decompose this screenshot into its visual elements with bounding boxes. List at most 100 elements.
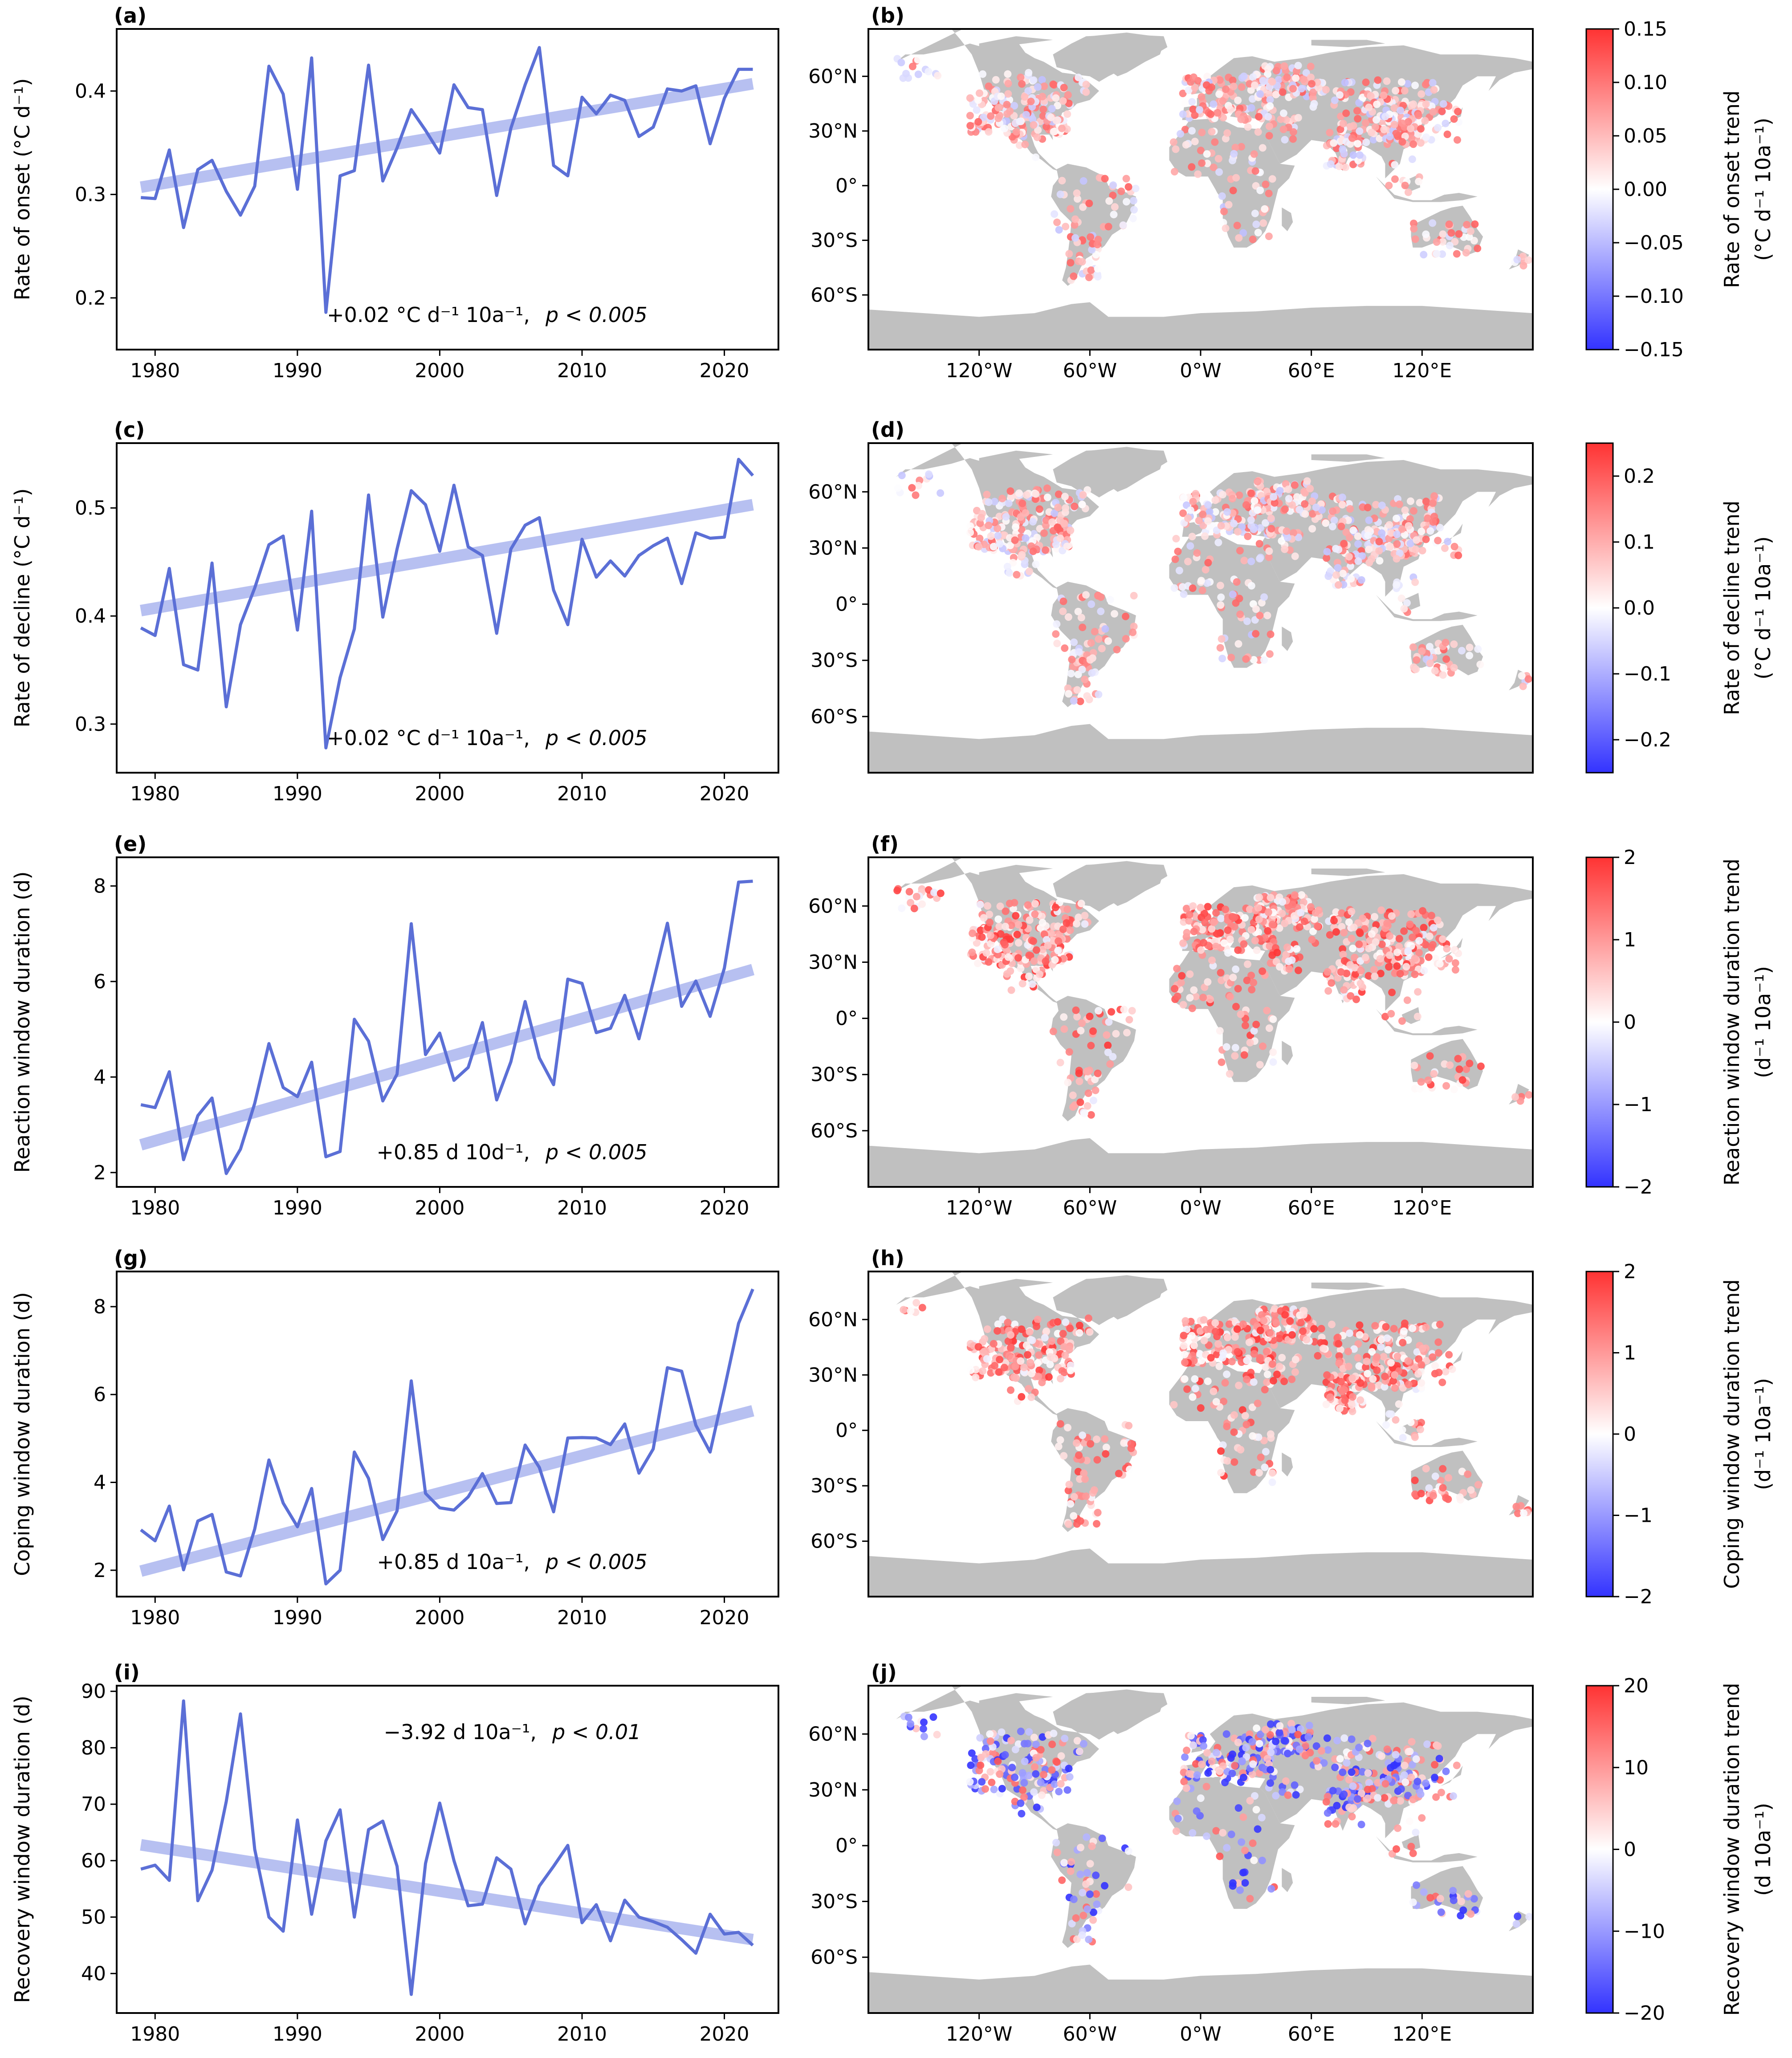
panel-label: (a) (114, 4, 147, 28)
station-point (1393, 1353, 1401, 1361)
station-point (1010, 102, 1018, 110)
station-point (1234, 528, 1242, 536)
station-point (1332, 571, 1340, 579)
station-point (1422, 100, 1430, 108)
station-point (1305, 1721, 1313, 1729)
station-point (1130, 592, 1138, 599)
station-point (1017, 73, 1025, 82)
station-point (1061, 1735, 1069, 1743)
station-point (929, 1713, 937, 1721)
station-point (918, 900, 926, 908)
x-tick-label: 2020 (700, 359, 749, 382)
station-point (1179, 110, 1187, 118)
station-point (1386, 133, 1394, 141)
station-point (1104, 223, 1112, 231)
station-point (1025, 1772, 1033, 1780)
station-point (1412, 1829, 1420, 1836)
x-tick-label: 1990 (273, 1197, 322, 1219)
station-point (1071, 215, 1079, 223)
station-point (995, 922, 1003, 930)
station-point (1288, 1726, 1296, 1734)
station-point (1025, 1385, 1032, 1393)
station-point (1279, 898, 1287, 906)
station-point (1352, 970, 1360, 978)
station-point (1204, 978, 1212, 986)
station-point (1104, 1048, 1112, 1056)
station-point (1348, 1735, 1356, 1743)
station-point (1368, 1735, 1377, 1743)
station-point (1214, 155, 1222, 163)
station-point (986, 1730, 994, 1738)
station-point (1256, 187, 1264, 194)
station-point (1234, 1738, 1242, 1746)
station-point (1470, 1895, 1478, 1903)
station-point (1262, 519, 1269, 527)
x-tick-label: 2020 (700, 2023, 749, 2046)
station-point (1079, 1889, 1087, 1897)
station-point (1197, 1794, 1205, 1802)
station-point (1309, 927, 1317, 935)
station-point (1463, 221, 1471, 228)
station-point (1233, 1325, 1241, 1333)
station-point (1233, 578, 1241, 586)
station-point (1385, 1410, 1393, 1418)
station-point (900, 1306, 908, 1314)
lat-tick-label: 60°N (808, 895, 858, 917)
station-point (1191, 84, 1199, 92)
station-point (1430, 1492, 1437, 1500)
station-point (1180, 590, 1188, 598)
station-point (1085, 1936, 1093, 1944)
station-point (1063, 919, 1071, 927)
station-point (1446, 1061, 1454, 1069)
station-point (1241, 914, 1249, 922)
station-point (994, 525, 1002, 532)
station-point (1223, 1370, 1231, 1378)
station-point (1364, 1794, 1372, 1802)
station-point (1055, 226, 1063, 234)
station-point (1187, 1732, 1195, 1740)
station-point (992, 76, 1000, 84)
lon-tick-label: 0°W (1180, 1197, 1222, 1219)
station-point (1226, 1070, 1234, 1078)
station-point (1431, 667, 1439, 675)
station-point (1409, 643, 1417, 651)
station-point (1004, 1319, 1012, 1327)
y-axis-label: Rate of decline (°C d⁻¹) (10, 488, 34, 727)
y-tick-label: 8 (94, 1296, 106, 1318)
station-point (1291, 891, 1299, 899)
station-point (1330, 139, 1338, 147)
station-point (1335, 581, 1342, 589)
station-point (1087, 639, 1095, 647)
station-point (1222, 1730, 1230, 1738)
station-point (1017, 965, 1025, 973)
station-point (1098, 644, 1106, 652)
station-point (1455, 230, 1463, 238)
station-point (1425, 1484, 1433, 1492)
station-point (1314, 1352, 1322, 1360)
station-point (987, 940, 995, 948)
station-point (1417, 527, 1425, 535)
station-point (1182, 501, 1190, 509)
station-point (1276, 963, 1283, 971)
station-point (1017, 1357, 1025, 1365)
station-point (1130, 197, 1137, 205)
station-point (1378, 501, 1386, 509)
station-point (1254, 928, 1262, 936)
station-point (1291, 481, 1299, 489)
station-point (1336, 91, 1344, 99)
station-point (1301, 489, 1309, 497)
station-point (1389, 1377, 1397, 1385)
station-point (1424, 514, 1432, 522)
station-point (1390, 1797, 1397, 1805)
station-point (1101, 1435, 1109, 1443)
station-point (983, 1325, 991, 1333)
station-point (1196, 1350, 1204, 1358)
station-point (1034, 1373, 1043, 1381)
station-point (1182, 1784, 1190, 1792)
station-point (1206, 508, 1214, 516)
station-point (1466, 644, 1474, 652)
station-point (1420, 924, 1428, 932)
station-point (1512, 1920, 1520, 1928)
station-point (1411, 235, 1419, 243)
